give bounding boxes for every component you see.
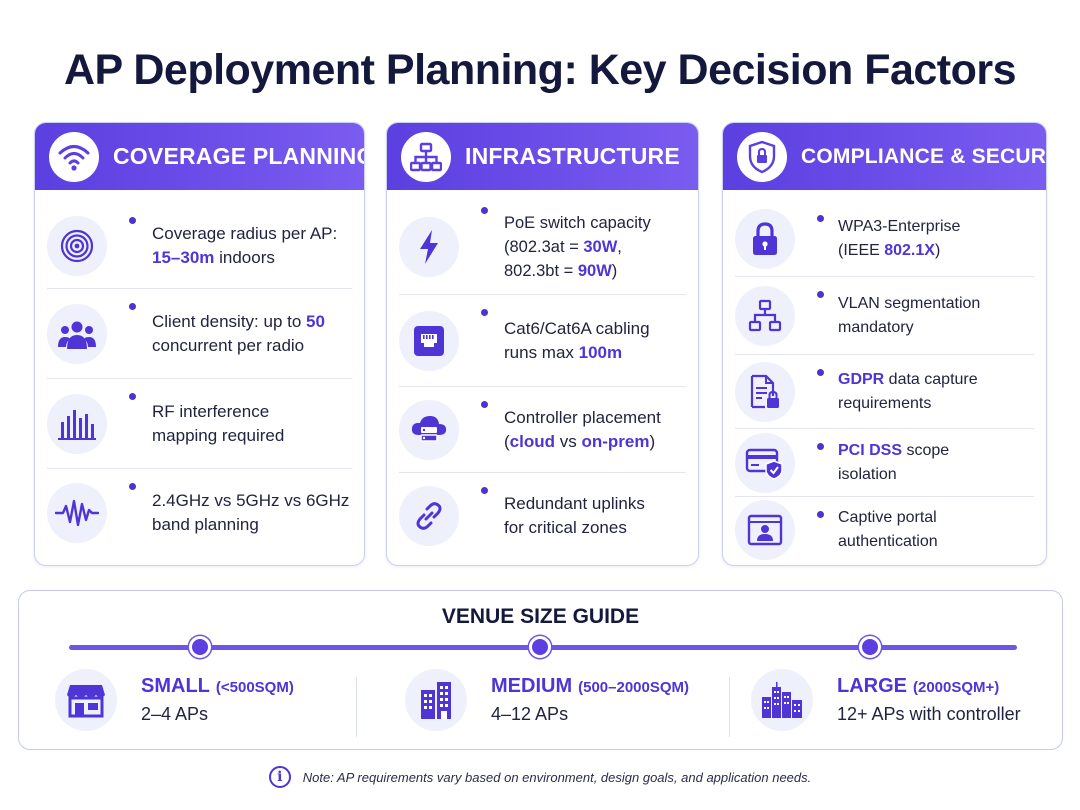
venue-title: VENUE SIZE GUIDE [441, 605, 640, 628]
list-item: 2.4GHz vs 5GHz vs 6GHz band planning [47, 469, 352, 557]
padlock-icon [735, 208, 795, 269]
link-icon [399, 486, 459, 546]
list-item: Cat6/Cat6A cabling runs max 100m [399, 295, 686, 387]
bullet [817, 291, 824, 298]
card-title: COMPLIANCE & SECURITY [801, 144, 1047, 168]
network-icon [401, 131, 451, 182]
info-icon: i [268, 766, 291, 788]
venue-size-small: SMALL (<500SQM) 2–4 APs [55, 669, 294, 731]
size-text: LARGE (2000SQM+) 12+ APs with controller [837, 675, 1021, 725]
item-text: WPA3-Enterprise (IEEE 802.1X) [838, 217, 961, 259]
size-name: SMALL [141, 675, 210, 697]
note-text: Note: AP requirements vary based on envi… [302, 769, 812, 785]
card-shield-icon [735, 432, 795, 493]
item-text: 2.4GHz vs 5GHz vs 6GHz band planning [152, 491, 350, 534]
list-item: GDPR data capture requirements [735, 355, 1034, 429]
divider [356, 677, 357, 737]
item-text: GDPR data capture requirements [838, 370, 978, 412]
bullet [817, 215, 824, 222]
venue-size-large: LARGE (2000SQM+) 12+ APs with controller [751, 669, 1021, 731]
item-text: Captive portal authentication [838, 509, 938, 550]
venue-size-guide: VENUE SIZE GUIDE SMALL (<500SQM) 2–4 APs [18, 590, 1063, 750]
coverage-planning-card: COVERAGE PLANNING Coverage radius per AP… [34, 122, 365, 566]
list-item: VLAN segmentation mandatory [735, 277, 1034, 355]
waveform-icon [47, 483, 107, 543]
item-text: Cat6/Cat6A cabling runs max 100m [504, 318, 650, 362]
list-item: Client density: up to 50 concurrent per … [47, 289, 352, 379]
timeline-dot-small [189, 636, 211, 658]
bullet [481, 401, 488, 408]
ap-count: 4–12 APs [491, 704, 569, 724]
size-range: (2000SQM+) [913, 679, 1000, 696]
bullet [129, 483, 136, 490]
bullet [481, 207, 488, 214]
document-lock-icon [735, 361, 795, 422]
ethernet-port-icon [399, 310, 459, 371]
item-text: Client density: up to 50 concurrent per … [152, 311, 325, 355]
bullet [481, 309, 488, 316]
portal-user-icon [735, 500, 795, 560]
card-header: COMPLIANCE & SECURITY [723, 123, 1046, 190]
bullet [817, 511, 824, 518]
infrastructure-card: INFRASTRUCTURE PoE switch capacity (802.… [386, 122, 699, 566]
list-item: Coverage radius per AP: 15–30m indoors [47, 203, 352, 289]
page-title: AP Deployment Planning: Key Decision Fac… [63, 46, 1017, 94]
item-text: VLAN segmentation mandatory [838, 294, 981, 336]
ap-count: 12+ APs with controller [837, 704, 1021, 724]
building-icon [405, 669, 467, 731]
storefront-icon [55, 669, 117, 731]
compliance-security-card: COMPLIANCE & SECURITY WPA3-Enterprise (I… [722, 122, 1047, 566]
size-name: LARGE [837, 675, 907, 697]
timeline-dot-large [859, 636, 881, 658]
vlan-tree-icon [735, 285, 795, 346]
timeline-dot-medium [529, 636, 551, 658]
size-range: (500–2000SQM) [578, 679, 690, 696]
shield-lock-icon [737, 131, 787, 182]
size-range: (<500SQM) [215, 679, 294, 696]
item-text: Controller placement (cloud vs on-prem) [504, 407, 661, 451]
wifi-icon [49, 131, 99, 182]
item-text: Coverage radius per AP: 15–30m indoors [152, 223, 338, 267]
city-icon [751, 669, 813, 731]
bullet [817, 369, 824, 376]
item-text: Redundant uplinks for critical zones [504, 494, 645, 537]
list-item: PCI DSS scope isolation [735, 429, 1034, 497]
radius-icon [47, 215, 107, 276]
lightning-icon [399, 216, 459, 277]
list-item: PoE switch capacity (802.3at = 30W, 802.… [399, 199, 686, 295]
divider [729, 677, 730, 737]
item-text: PCI DSS scope isolation [838, 441, 950, 483]
list-item: RF interference mapping required [47, 379, 352, 469]
item-text: RF interference mapping required [152, 401, 285, 445]
size-text: SMALL (<500SQM) 2–4 APs [141, 675, 294, 725]
list-item: Redundant uplinks for critical zones [399, 473, 686, 559]
cloud-server-icon [399, 399, 459, 460]
bullet [129, 217, 136, 224]
card-header: COVERAGE PLANNING [35, 123, 364, 190]
list-item: Captive portal authentication [735, 497, 1034, 563]
bullet [481, 487, 488, 494]
bullet [129, 393, 136, 400]
bullet [817, 443, 824, 450]
ap-count: 2–4 APs [141, 704, 209, 724]
list-item: WPA3-Enterprise (IEEE 802.1X) [735, 201, 1034, 277]
list-item: Controller placement (cloud vs on-prem) [399, 387, 686, 473]
size-text: MEDIUM (500–2000SQM) 4–12 APs [491, 675, 689, 725]
size-name: MEDIUM [491, 675, 573, 697]
footer-note: i Note: AP requirements vary based on en… [0, 766, 1080, 788]
bullet [129, 303, 136, 310]
item-text: PoE switch capacity (802.3at = 30W, 802.… [504, 213, 651, 280]
card-title: INFRASTRUCTURE [465, 143, 680, 169]
users-icon [47, 303, 107, 364]
card-header: INFRASTRUCTURE [387, 123, 698, 190]
signal-bars-icon [47, 393, 107, 454]
venue-size-medium: MEDIUM (500–2000SQM) 4–12 APs [405, 669, 689, 731]
card-title: COVERAGE PLANNING [113, 143, 365, 169]
